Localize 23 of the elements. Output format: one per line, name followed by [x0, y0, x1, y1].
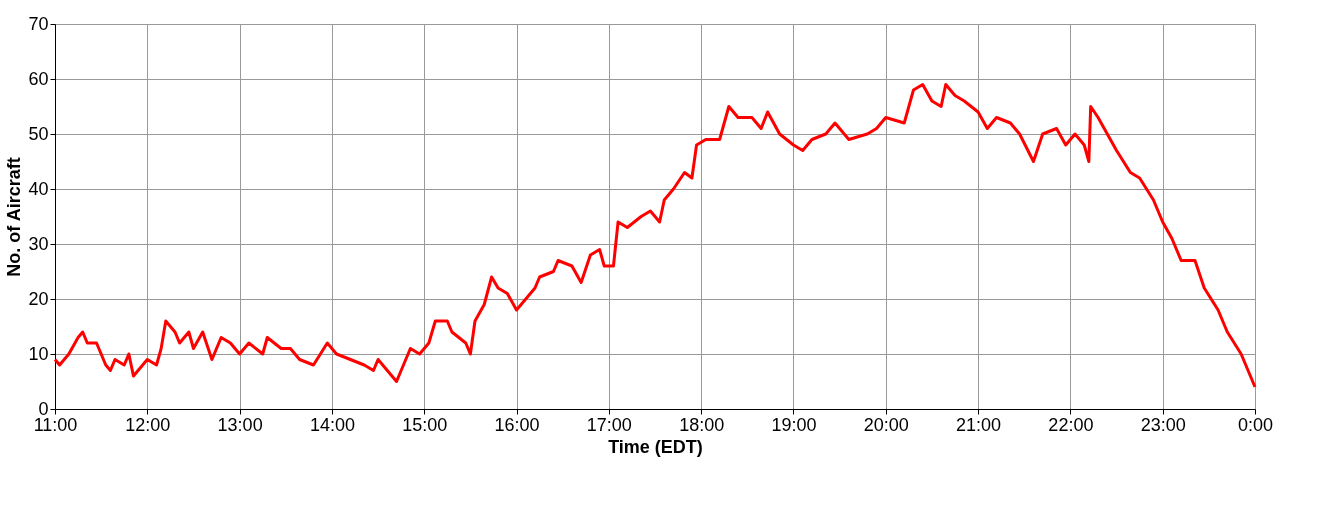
- y-tick-label: 40: [28, 178, 49, 199]
- x-tick-label: 15:00: [402, 414, 448, 435]
- y-axis-title: No. of Aircraft: [4, 157, 25, 277]
- x-tick-label: 17:00: [586, 414, 632, 435]
- x-tick-label: 22:00: [1048, 414, 1094, 435]
- x-axis-title: Time (EDT): [608, 436, 703, 457]
- x-tick-label: 14:00: [309, 414, 355, 435]
- x-tick-label: 0:00: [1237, 414, 1274, 435]
- x-tick-label: 16:00: [494, 414, 540, 435]
- y-tick-label: 70: [28, 13, 49, 34]
- x-tick-label: 19:00: [771, 414, 817, 435]
- x-tick-label: 12:00: [125, 414, 171, 435]
- y-tick-label: 20: [28, 288, 49, 309]
- y-tick-label: 30: [28, 233, 49, 254]
- y-tick-label: 10: [28, 343, 49, 364]
- x-tick-label: 13:00: [217, 414, 263, 435]
- line-series: [53, 83, 1257, 389]
- x-tick-label: 23:00: [1140, 414, 1186, 435]
- y-tick-label: 50: [28, 123, 49, 144]
- y-tick-label: 60: [28, 68, 49, 89]
- x-tick-label: 20:00: [863, 414, 909, 435]
- x-tick-label: 21:00: [956, 414, 1002, 435]
- x-tick-label: 18:00: [679, 414, 725, 435]
